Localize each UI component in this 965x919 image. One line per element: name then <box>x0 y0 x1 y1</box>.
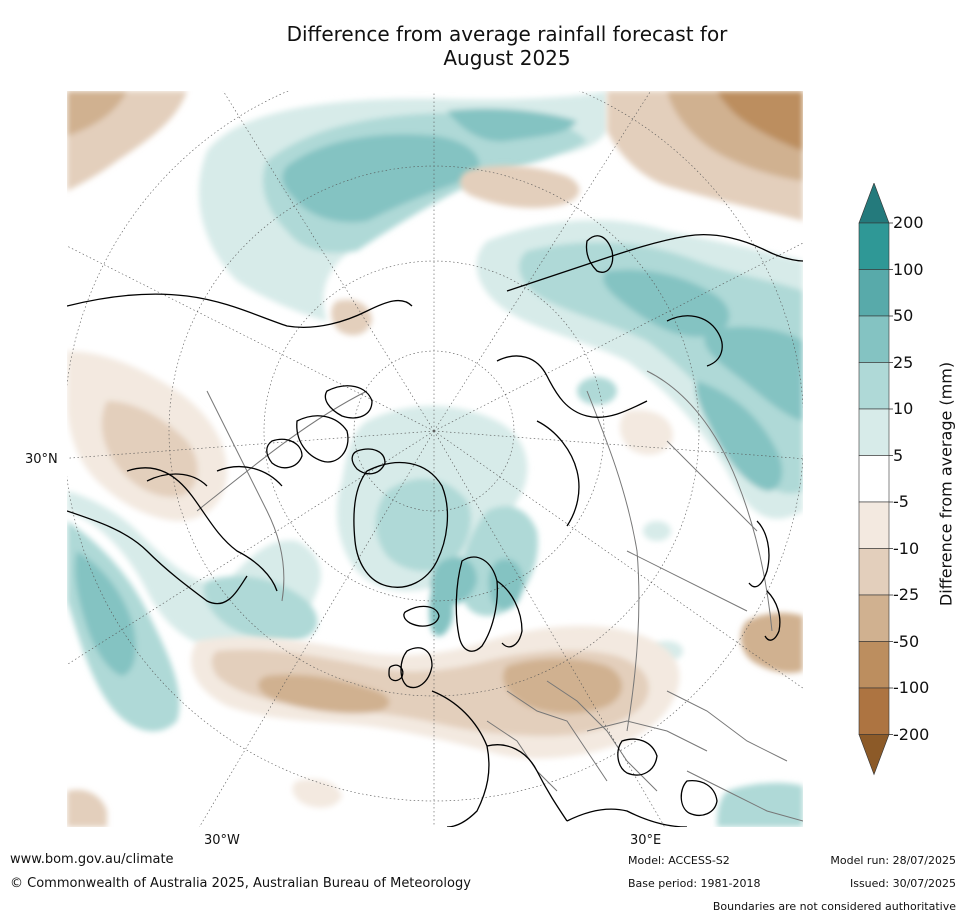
colorbar-segment <box>858 687 890 735</box>
colorbar-extend-top <box>858 183 890 224</box>
map-title: Difference from average rainfall forecas… <box>0 22 965 70</box>
colorbar-segment <box>858 269 890 317</box>
colorbar-segment <box>858 362 890 410</box>
polar-map <box>67 91 803 827</box>
colorbar <box>858 183 893 776</box>
map-title-line2: August 2025 <box>443 46 571 70</box>
colorbar-segment <box>858 315 890 363</box>
footer-issued: Issued: 30/07/2025 <box>849 877 956 890</box>
graticule <box>67 91 803 827</box>
footer-model-run: Model run: 28/07/2025 <box>830 854 956 867</box>
lon-label-30e: 30°E <box>630 833 662 848</box>
colorbar-segment <box>858 641 890 689</box>
colorbar-tick-label: 5 <box>893 445 904 465</box>
colorbar-segment <box>858 455 890 503</box>
map-title-line1: Difference from average rainfall forecas… <box>286 22 728 46</box>
colorbar-title: Difference from average (mm) <box>936 361 956 607</box>
lon-label-30w: 30°W <box>204 833 240 848</box>
colorbar-segment <box>858 222 890 270</box>
colorbar-segments <box>858 183 890 776</box>
colorbar-ticks <box>889 222 893 735</box>
country-borders <box>196 370 803 822</box>
colorbar-tick-label: -10 <box>893 538 920 558</box>
footer-model: Model: ACCESS-S2 <box>628 854 730 867</box>
colorbar-tick-label: 10 <box>893 399 914 418</box>
footer-copyright: © Commonwealth of Australia 2025, Austra… <box>10 876 471 891</box>
colorbar-tick-label: 50 <box>893 306 914 325</box>
colorbar-extend-bottom <box>858 734 890 776</box>
colorbar-tick-label: -200 <box>893 724 930 744</box>
colorbar-tick-label: -25 <box>893 585 920 604</box>
colorbar-tick-label: 100 <box>893 259 924 279</box>
colorbar-tick-label: -50 <box>893 631 920 651</box>
colorbar-tick-label: -100 <box>893 678 930 697</box>
colorbar-tick-label: -5 <box>893 492 909 511</box>
anomaly-dry-regions <box>67 91 803 827</box>
colorbar-segment <box>858 501 890 549</box>
map-panel <box>67 91 803 827</box>
colorbar-segment <box>858 548 890 596</box>
colorbar-tick-label: 25 <box>893 352 914 372</box>
coastlines <box>67 234 803 827</box>
lat-label-30n: 30°N <box>25 452 58 467</box>
footer-url[interactable]: www.bom.gov.au/climate <box>10 852 174 867</box>
colorbar-tick-label: 200 <box>893 213 924 232</box>
footer-base-period: Base period: 1981-2018 <box>628 877 761 890</box>
colorbar-segment <box>858 408 890 456</box>
colorbar-segment <box>858 594 890 642</box>
footer-disclaimer: Boundaries are not considered authoritat… <box>712 900 956 913</box>
anomaly-wet-regions <box>67 91 803 827</box>
